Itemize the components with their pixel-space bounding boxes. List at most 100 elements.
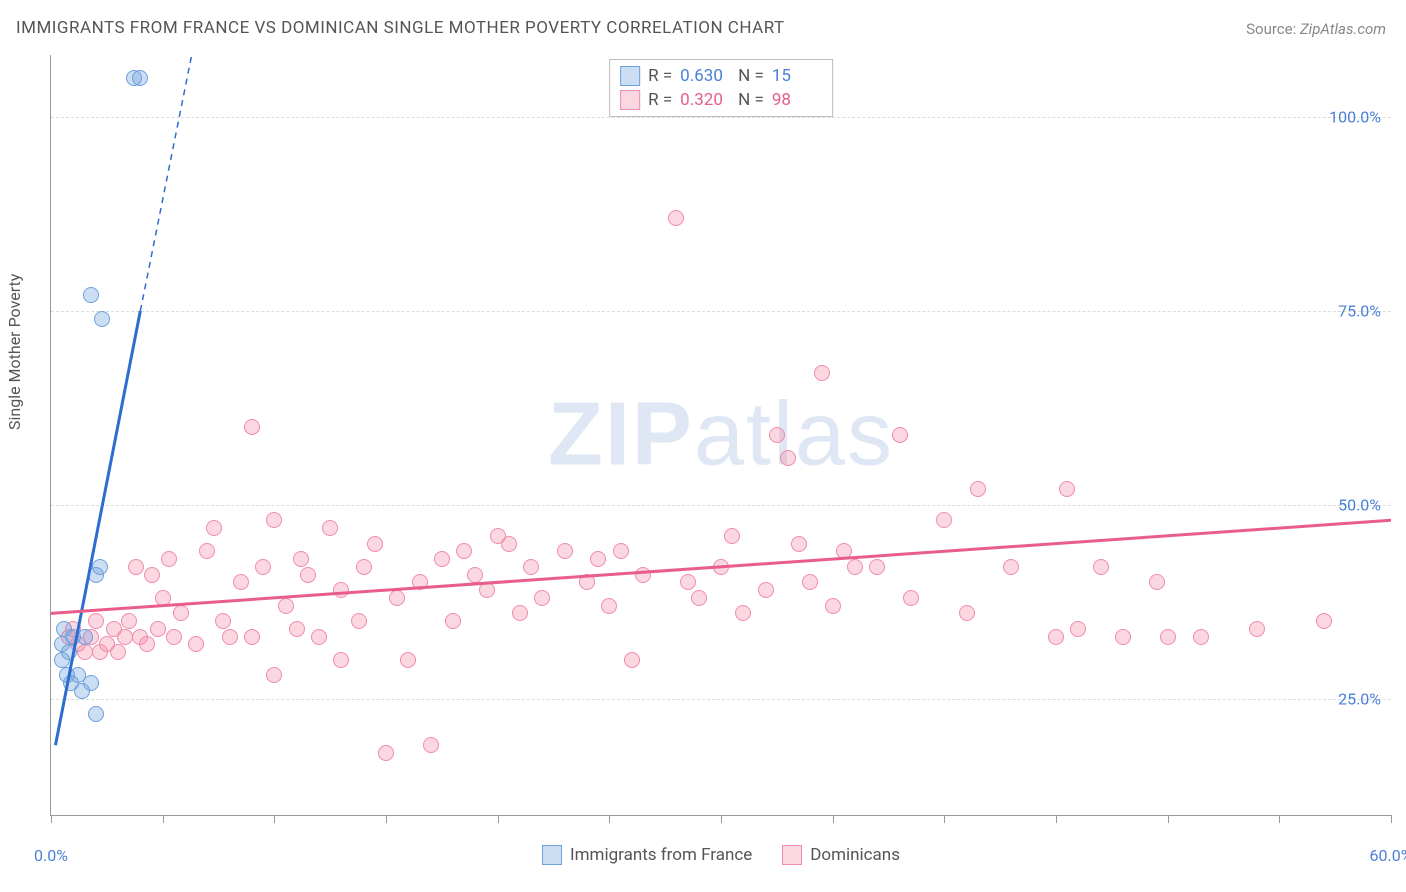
legend-swatch-blue: [542, 845, 562, 865]
marker-pink: [892, 427, 908, 443]
marker-blue: [132, 70, 148, 86]
marker-pink: [356, 559, 372, 575]
marker-pink: [613, 543, 629, 559]
marker-pink: [144, 567, 160, 583]
marker-blue: [88, 706, 104, 722]
x-tick: [609, 815, 610, 823]
marker-pink: [836, 543, 852, 559]
marker-pink: [523, 559, 539, 575]
marker-pink: [1193, 629, 1209, 645]
legend-series: Immigrants from France Dominicans: [542, 845, 900, 865]
source-prefix: Source:: [1246, 20, 1300, 38]
marker-pink: [758, 582, 774, 598]
marker-pink: [936, 512, 952, 528]
marker-pink: [300, 567, 316, 583]
legend-stats: R = 0.630 N = 15 R = 0.320 N = 98: [609, 59, 833, 117]
x-tick: [944, 815, 945, 823]
marker-pink: [601, 598, 617, 614]
marker-pink: [456, 543, 472, 559]
legend-swatch-pink: [782, 845, 802, 865]
marker-pink: [735, 605, 751, 621]
legend-swatch-pink: [620, 90, 640, 110]
legend-label-blue: Immigrants from France: [570, 845, 752, 865]
marker-pink: [825, 598, 841, 614]
marker-pink: [367, 536, 383, 552]
marker-pink: [423, 737, 439, 753]
marker-pink: [293, 551, 309, 567]
marker-pink: [150, 621, 166, 637]
grid-line: [51, 699, 1391, 700]
marker-pink: [802, 574, 818, 590]
marker-pink: [311, 629, 327, 645]
grid-line: [51, 505, 1391, 506]
marker-pink: [322, 520, 338, 536]
marker-pink: [557, 543, 573, 559]
x-tick: [386, 815, 387, 823]
marker-pink: [206, 520, 222, 536]
marker-pink: [903, 590, 919, 606]
y-tick-label: 50.0%: [1338, 495, 1381, 514]
marker-pink: [333, 652, 349, 668]
x-tick: [721, 815, 722, 823]
marker-pink: [579, 574, 595, 590]
r-value-pink: 0.320: [680, 90, 730, 110]
source-name: ZipAtlas.com: [1300, 20, 1386, 38]
marker-pink: [266, 667, 282, 683]
marker-pink: [869, 559, 885, 575]
chart-title: IMMIGRANTS FROM FRANCE VS DOMINICAN SING…: [16, 18, 785, 38]
x-tick: [833, 815, 834, 823]
marker-pink: [188, 636, 204, 652]
y-axis-label: Single Mother Poverty: [5, 274, 24, 430]
marker-blue: [77, 629, 93, 645]
marker-blue: [92, 559, 108, 575]
x-tick: [1391, 815, 1392, 823]
marker-pink: [128, 559, 144, 575]
marker-pink: [378, 745, 394, 761]
n-label: N =: [738, 90, 764, 110]
watermark-rest: atlas: [694, 385, 894, 485]
x-tick-label: 60.0%: [1370, 846, 1406, 865]
marker-pink: [289, 621, 305, 637]
marker-pink: [121, 613, 137, 629]
marker-pink: [333, 582, 349, 598]
n-value-pink: 98: [772, 90, 822, 110]
marker-pink: [1093, 559, 1109, 575]
y-tick-label: 75.0%: [1338, 301, 1381, 320]
marker-pink: [445, 613, 461, 629]
marker-pink: [467, 567, 483, 583]
marker-pink: [389, 590, 405, 606]
watermark-bold: ZIP: [548, 385, 694, 485]
x-tick: [1168, 815, 1169, 823]
legend-stats-row-blue: R = 0.630 N = 15: [620, 64, 822, 88]
marker-blue: [61, 644, 77, 660]
plot-area: ZIPatlas R = 0.630 N = 15 R = 0.320 N = …: [50, 55, 1391, 816]
marker-pink: [1059, 481, 1075, 497]
marker-pink: [244, 629, 260, 645]
marker-pink: [412, 574, 428, 590]
marker-pink: [1149, 574, 1165, 590]
legend-label-pink: Dominicans: [810, 845, 900, 865]
x-tick: [1056, 815, 1057, 823]
r-label: R =: [648, 66, 672, 86]
marker-pink: [110, 644, 126, 660]
marker-pink: [1115, 629, 1131, 645]
marker-pink: [1003, 559, 1019, 575]
watermark: ZIPatlas: [548, 384, 894, 487]
legend-swatch-blue: [620, 66, 640, 86]
x-tick: [498, 815, 499, 823]
legend-stats-row-pink: R = 0.320 N = 98: [620, 88, 822, 112]
marker-pink: [255, 559, 271, 575]
n-label: N =: [738, 66, 764, 86]
y-tick-label: 100.0%: [1329, 108, 1381, 127]
grid-line: [51, 117, 1391, 118]
marker-blue: [94, 311, 110, 327]
marker-pink: [222, 629, 238, 645]
marker-pink: [278, 598, 294, 614]
marker-pink: [77, 644, 93, 660]
marker-pink: [970, 481, 986, 497]
marker-pink: [139, 636, 155, 652]
marker-blue: [83, 675, 99, 691]
marker-pink: [199, 543, 215, 559]
marker-pink: [635, 567, 651, 583]
marker-pink: [713, 559, 729, 575]
